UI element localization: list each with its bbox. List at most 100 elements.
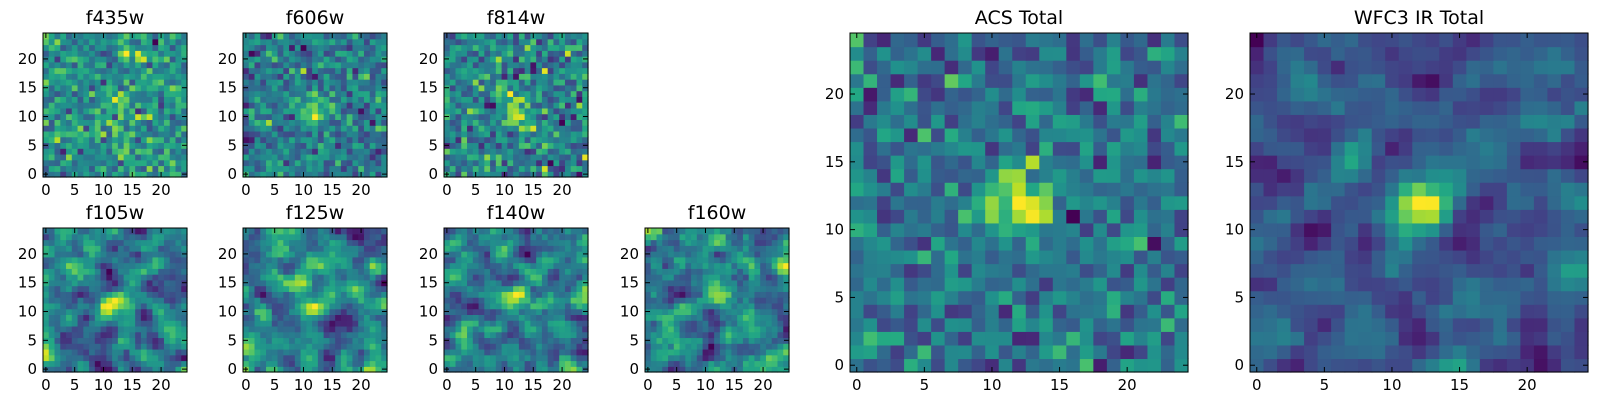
heatmap-cell	[530, 90, 537, 97]
heatmap-cell	[931, 182, 946, 197]
heatmap-cell	[358, 285, 365, 292]
heatmap-cell	[89, 96, 96, 103]
heatmap-cell	[1174, 182, 1189, 197]
heatmap-cell	[1160, 168, 1176, 183]
heatmap-cell	[112, 228, 119, 235]
heatmap-cell	[484, 360, 491, 367]
heatmap-cell	[890, 263, 905, 278]
heatmap-cell	[335, 142, 342, 149]
heatmap-cell	[760, 343, 767, 350]
heatmap-cell	[725, 239, 732, 246]
heatmap-cell	[323, 96, 330, 103]
heatmap-cell	[329, 61, 336, 69]
heatmap-cell	[312, 84, 319, 92]
heatmap-cell	[123, 279, 130, 287]
heatmap-cell	[461, 297, 468, 304]
heatmap-cell	[266, 159, 273, 167]
heatmap-cell	[513, 348, 520, 356]
heatmap-cell	[691, 251, 698, 258]
heatmap-cell	[335, 314, 342, 321]
heatmap-cell	[266, 165, 273, 172]
heatmap-cell	[1093, 249, 1108, 265]
heatmap-cell	[271, 96, 279, 103]
heatmap-cell	[48, 102, 56, 109]
heatmap-cell	[582, 343, 589, 350]
heatmap-cell	[748, 354, 756, 362]
heatmap-cell	[449, 274, 457, 281]
heatmap-cell	[266, 142, 273, 149]
heatmap-cell	[94, 142, 102, 149]
heatmap-cell	[576, 262, 583, 269]
heatmap-cell	[559, 251, 566, 258]
heatmap-cell	[381, 314, 388, 321]
heatmap-cell	[541, 233, 549, 241]
heatmap-cell	[117, 44, 125, 51]
heatmap-cell	[518, 348, 526, 356]
heatmap-cell	[507, 142, 514, 149]
heatmap-cell	[300, 153, 307, 161]
heatmap-cell	[725, 314, 732, 321]
heatmap-cell	[958, 209, 973, 224]
heatmap-cell	[530, 297, 537, 304]
heatmap-cell	[478, 245, 485, 252]
heatmap-cell	[985, 195, 1000, 210]
heatmap-cell	[478, 297, 485, 304]
heatmap-cell	[117, 148, 125, 155]
heatmap-cell	[513, 308, 520, 315]
heatmap-cell	[530, 44, 537, 51]
heatmap-cell	[294, 107, 302, 115]
heatmap-cell	[501, 274, 508, 281]
heatmap-cell	[300, 325, 307, 333]
heatmap-cell	[478, 171, 485, 178]
heatmap-cell	[271, 50, 279, 57]
heatmap-cell	[140, 73, 148, 80]
heatmap-cell	[112, 38, 119, 46]
heatmap-cell	[329, 325, 336, 333]
heatmap-cell	[66, 228, 73, 235]
heatmap-cell	[455, 348, 462, 356]
heatmap-cell	[478, 50, 485, 57]
heatmap-cell	[323, 125, 330, 132]
heatmap-cell	[181, 331, 188, 339]
heatmap-cell	[737, 366, 744, 373]
heatmap-cell	[564, 245, 572, 252]
heatmap-cell	[685, 268, 692, 275]
heatmap-cell	[60, 136, 67, 144]
heatmap-cell	[358, 262, 365, 269]
heatmap-cell	[135, 153, 142, 161]
heatmap-cell	[673, 239, 681, 246]
heatmap-cell	[656, 268, 663, 275]
heatmap-cell	[490, 331, 497, 339]
heatmap-cell	[461, 136, 468, 144]
heatmap-cell	[518, 268, 526, 275]
heatmap-cell	[890, 304, 905, 319]
heatmap-cell	[289, 102, 296, 109]
heatmap-cell	[1079, 317, 1094, 332]
heatmap-cell	[444, 61, 451, 69]
heatmap-cell	[449, 337, 457, 344]
heatmap-cell	[714, 262, 721, 269]
heatmap-cell	[771, 268, 779, 275]
heatmap-cell	[66, 107, 73, 115]
heatmap-cell	[559, 245, 566, 252]
heatmap-cell	[748, 331, 756, 339]
heatmap-cell	[702, 279, 709, 287]
heatmap-cell	[714, 251, 721, 258]
heatmap-cell	[478, 84, 485, 92]
heatmap-cell	[248, 251, 256, 258]
heatmap-cell	[129, 245, 136, 252]
heatmap-cell	[495, 50, 503, 57]
heatmap-cell	[444, 360, 451, 367]
heatmap-cell	[94, 279, 102, 287]
heatmap-cell	[271, 314, 279, 321]
heatmap-cell	[152, 256, 159, 264]
heatmap-cell	[294, 56, 302, 63]
heatmap-cell	[289, 239, 296, 246]
heatmap-cell	[260, 325, 267, 333]
heatmap-cell	[702, 348, 709, 356]
heatmap-cell	[169, 113, 177, 120]
heatmap-cell	[123, 130, 130, 138]
heatmap-cell	[1039, 222, 1054, 237]
heatmap-cell	[294, 96, 302, 103]
heatmap-cell	[123, 96, 130, 103]
